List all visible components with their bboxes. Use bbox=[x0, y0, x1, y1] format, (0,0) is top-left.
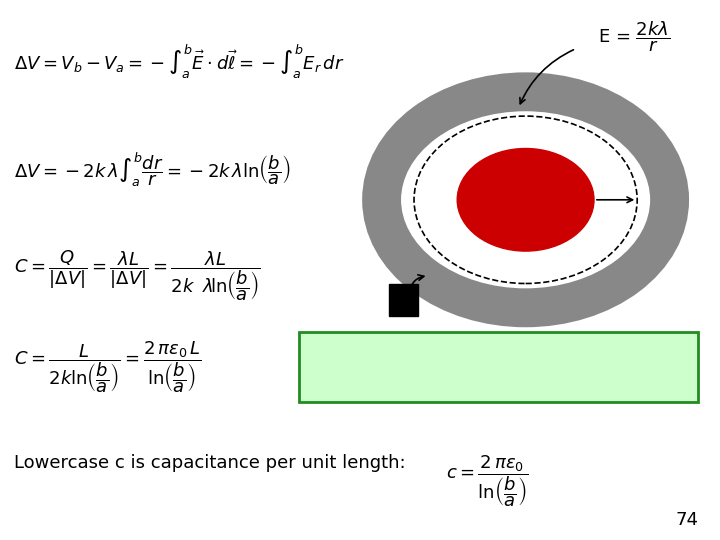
Text: Lowercase c is capacitance per unit length:: Lowercase c is capacitance per unit leng… bbox=[14, 454, 406, 471]
Text: 74: 74 bbox=[675, 511, 698, 529]
FancyBboxPatch shape bbox=[299, 332, 698, 402]
Text: $\Delta V = V_b - V_a = -\int_a^b \vec{E} \cdot d\vec{\ell} = -\int_a^b E_r\, dr: $\Delta V = V_b - V_a = -\int_a^b \vec{E… bbox=[14, 43, 345, 82]
Circle shape bbox=[457, 148, 594, 251]
Text: $C = \dfrac{Q}{|\Delta V|} = \dfrac{\lambda L}{|\Delta V|} = \dfrac{\lambda L}{2: $C = \dfrac{Q}{|\Delta V|} = \dfrac{\lam… bbox=[14, 248, 261, 303]
Text: $C = \dfrac{L}{2k\ln\!\left(\dfrac{b}{a}\right)} = \dfrac{2\,\pi\varepsilon_0\, : $C = \dfrac{L}{2k\ln\!\left(\dfrac{b}{a}… bbox=[14, 340, 202, 395]
Text: $\Delta V = -2k\,\lambda \int_a^b \dfrac{dr}{r} = -2k\,\lambda \ln\!\left(\dfrac: $\Delta V = -2k\,\lambda \int_a^b \dfrac… bbox=[14, 151, 292, 190]
Text: E = $\dfrac{2k\lambda}{r}$: E = $\dfrac{2k\lambda}{r}$ bbox=[598, 19, 670, 53]
Bar bbox=[389, 284, 418, 316]
Text: $c = \dfrac{2\,\pi\varepsilon_0}{\ln\!\left(\dfrac{b}{a}\right)}$: $c = \dfrac{2\,\pi\varepsilon_0}{\ln\!\l… bbox=[446, 454, 528, 509]
